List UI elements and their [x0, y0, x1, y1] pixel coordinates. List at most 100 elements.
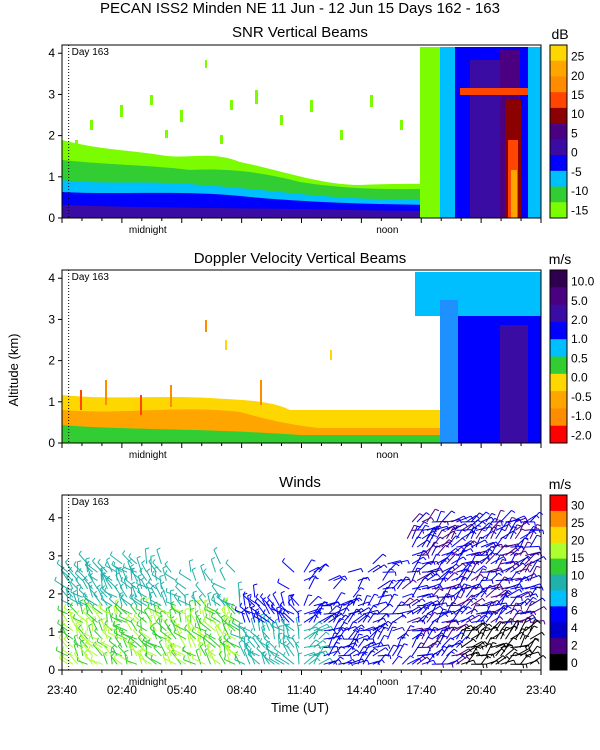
- wind-barb: [73, 617, 83, 623]
- wind-barb: [411, 584, 428, 590]
- wind-barb-flag: [226, 637, 229, 642]
- wind-barb: [377, 594, 392, 598]
- wind-barb: [173, 623, 187, 632]
- wind-barb: [465, 571, 473, 581]
- wind-barb-flag: [89, 584, 93, 589]
- wind-barb-flag: [344, 575, 348, 580]
- wind-barb: [377, 613, 387, 623]
- wind-barb-flag: [325, 631, 330, 635]
- wind-barb-flag: [541, 586, 544, 591]
- wind-barb-flag: [88, 581, 93, 584]
- wind-barb-flag: [115, 599, 120, 602]
- wind-barb-flag: [155, 610, 159, 615]
- wind-barb: [83, 578, 93, 590]
- wind-barb-flag: [485, 511, 490, 515]
- doppler-speckles: [80, 320, 332, 415]
- wind-barb: [441, 530, 454, 540]
- wind-barb-flag: [112, 644, 116, 648]
- wind-barb-flag: [511, 509, 516, 514]
- wind-barb: [431, 602, 447, 607]
- wind-barb-flag: [441, 632, 445, 637]
- colorbars: dB2520151050-5-10-15m/s10.05.02.01.00.50…: [549, 26, 595, 671]
- wind-barb-flag: [484, 641, 488, 645]
- wind-barb-flag: [330, 605, 333, 610]
- snr-speckle: [340, 130, 343, 140]
- wind-barb-flag: [439, 536, 444, 540]
- wind-barb: [347, 630, 356, 640]
- colorbar-swatch: [550, 270, 567, 288]
- wind-barb: [431, 525, 448, 531]
- wind-barb: [475, 511, 487, 523]
- wind-barb-flag: [113, 628, 116, 633]
- wind-barb-flag: [100, 569, 104, 574]
- wind-barb-flag: [159, 639, 163, 643]
- wind-barb-flag: [373, 605, 378, 608]
- wind-barb: [416, 561, 429, 573]
- wind-barb-flag: [178, 631, 183, 635]
- wind-barb: [185, 616, 192, 631]
- wind-barb-flag: [393, 644, 398, 647]
- wind-barb-flag: [203, 600, 207, 605]
- wind-barb: [495, 559, 503, 573]
- wind-barb-flag: [88, 636, 91, 641]
- wind-barb: [392, 578, 402, 590]
- wind-barb-flag: [439, 605, 444, 610]
- wind-barb-flag: [93, 590, 97, 595]
- wind-barb: [114, 586, 123, 598]
- wind-barb: [431, 520, 448, 523]
- wind-barb-flag: [69, 651, 73, 655]
- wind-barb: [318, 646, 325, 657]
- wind-barb: [338, 614, 346, 623]
- wind-barb-flag: [110, 647, 113, 652]
- wind-barb-flag: [367, 576, 371, 581]
- wind-barb: [166, 591, 182, 598]
- wind-barb: [178, 634, 187, 648]
- wind-barb: [510, 515, 525, 523]
- wind-barb-flag: [83, 575, 88, 580]
- wind-barb: [69, 615, 79, 623]
- wind-barb: [495, 528, 503, 540]
- wind-barb: [387, 593, 395, 606]
- wind-barb: [436, 520, 443, 531]
- wind-barb: [436, 560, 444, 573]
- wind-barb-flag: [203, 634, 207, 639]
- wind-barb: [59, 657, 69, 665]
- wind-barb: [475, 529, 483, 540]
- wind-barb-flag: [130, 618, 135, 622]
- wind-barb: [525, 551, 541, 556]
- wind-barb: [396, 576, 407, 590]
- wind-barb: [505, 583, 521, 590]
- wind-barb-flag: [543, 606, 547, 610]
- wind-barb-flag: [223, 634, 227, 639]
- wind-barb-flag: [224, 618, 228, 623]
- wind-barb: [120, 597, 133, 607]
- colorbar-swatch: [550, 373, 567, 392]
- wind-barb: [328, 605, 338, 615]
- wind-barb-flag: [175, 583, 179, 587]
- wind-barb: [274, 648, 285, 657]
- wind-barb: [242, 594, 246, 606]
- wind-barb: [62, 622, 74, 632]
- wind-barb: [194, 626, 206, 632]
- wind-barb: [282, 622, 295, 632]
- colorbar-tick-label: 10: [571, 107, 585, 121]
- wind-barb-flag: [457, 596, 462, 599]
- wind-barb-flag: [291, 593, 295, 598]
- wind-barb: [500, 551, 514, 556]
- wind-barb-flag: [140, 644, 144, 649]
- wind-barb: [86, 612, 98, 623]
- wind-barb-flag: [262, 609, 266, 614]
- wind-barb: [416, 524, 426, 540]
- colorbar-swatch: [550, 123, 567, 140]
- wind-barb: [308, 566, 319, 573]
- wind-barb-flag: [97, 558, 101, 563]
- wind-barb: [397, 632, 407, 640]
- wind-barb: [514, 621, 520, 632]
- wind-barb: [396, 643, 405, 657]
- wind-barb-flag: [337, 650, 341, 655]
- wind-barb-flag: [127, 612, 131, 617]
- wind-barb: [495, 576, 505, 590]
- wind-barb-flag: [308, 594, 313, 597]
- wind-barb-flag: [87, 571, 91, 576]
- wind-barb-flag: [356, 649, 360, 654]
